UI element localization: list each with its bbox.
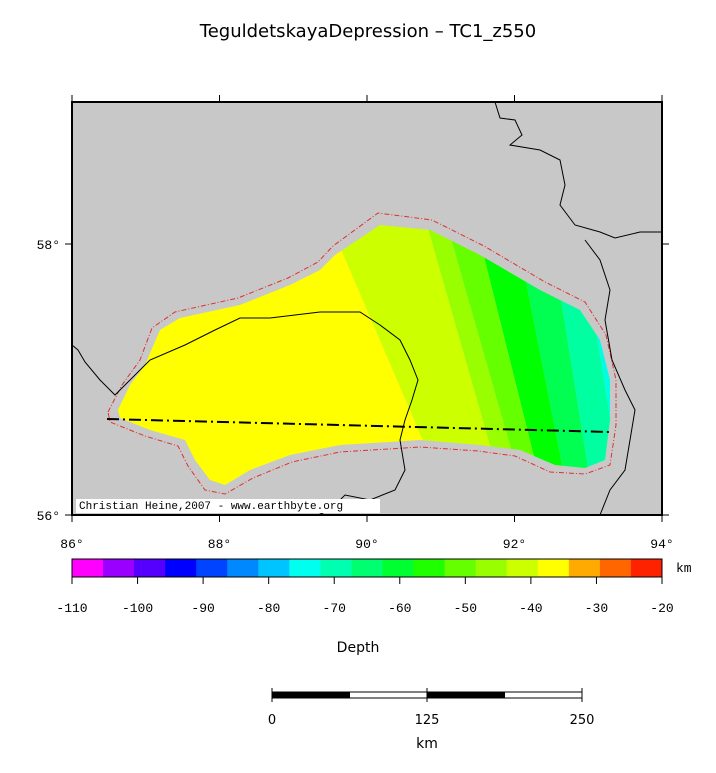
- colorbar-tick-label: -50: [454, 601, 477, 616]
- colorbar-segment: [72, 559, 104, 577]
- colorbar-segment: [537, 559, 570, 577]
- border-line: [71, 311, 419, 516]
- colorbar-segment: [258, 559, 290, 577]
- depth-band: [420, 225, 520, 480]
- colorbar-frame: [71, 558, 663, 578]
- colorbar-tick-label: -100: [122, 601, 153, 616]
- x-tick-label: 94°: [650, 537, 673, 552]
- colorbar-label: Depth: [337, 640, 380, 656]
- title: TeguldetskayaDepression – TC1_z550: [199, 21, 536, 42]
- profile-line: [106, 418, 611, 433]
- colorbar-segment: [289, 559, 321, 577]
- colorbar-segment: [320, 559, 352, 577]
- scalebar-unit: km: [416, 736, 438, 752]
- borders: [71, 101, 662, 516]
- colorbar-segment: [382, 559, 415, 577]
- scalebar-tick-label: 250: [570, 713, 595, 728]
- scalebar-segment: [349, 691, 428, 699]
- scalebar-tick-label: 0: [268, 713, 276, 728]
- x-tick-label: 88°: [208, 537, 231, 552]
- x-tick-label: 86°: [60, 537, 83, 552]
- scalebar-tick-label: 125: [415, 713, 440, 728]
- colorbar-segment: [506, 559, 539, 577]
- colorbar-tick-label: -60: [388, 601, 411, 616]
- colorbar-tick-label: -110: [56, 601, 87, 616]
- colorbar-segment: [227, 559, 259, 577]
- colorbar-tick-label: -40: [519, 601, 542, 616]
- colorbar-segment: [630, 559, 663, 577]
- credit: Christian Heine,2007 - www.earthbyte.org: [79, 501, 343, 513]
- y-tick-label: 56°: [37, 509, 60, 524]
- dynamic: 86° 88° 90° 92° 94° 56° 58° -110 -100 -90 -80 -70 -6…: [37, 95, 674, 728]
- scalebar-segment: [426, 691, 505, 699]
- colorbar-segment: [165, 559, 197, 577]
- colorbar-segment: [599, 559, 632, 577]
- scalebar-segment: [271, 691, 350, 699]
- x-tick-label: 92°: [503, 537, 526, 552]
- border-line: [494, 101, 662, 239]
- depth-band: [320, 225, 500, 480]
- colorbar-segment: [196, 559, 228, 577]
- colorbar-segment: [351, 559, 384, 577]
- colorbar-segment: [103, 559, 135, 577]
- colorbar-segment: [568, 559, 601, 577]
- colorbar-segment: [413, 559, 446, 577]
- colorbar-segment: [444, 559, 477, 577]
- x-tick-label: 90°: [355, 537, 378, 552]
- colorbar-tick-label: -30: [585, 601, 608, 616]
- colorbar-tick-label: -70: [323, 601, 346, 616]
- credit-box: [76, 499, 380, 513]
- colorbar-tick-label: -90: [191, 601, 214, 616]
- colorbar-tick-label: -80: [257, 601, 280, 616]
- depth-band: [440, 225, 540, 480]
- basin-outline: [107, 212, 617, 495]
- colorbar-segment: [134, 559, 166, 577]
- colorbar-tick-label: -20: [650, 601, 673, 616]
- depth-band: [470, 225, 565, 480]
- colorbar-segment: [475, 559, 508, 577]
- colorbar-unit: km: [676, 561, 692, 576]
- scalebar-segment: [504, 691, 583, 699]
- y-tick-label: 58°: [37, 238, 60, 253]
- border-line: [584, 239, 636, 516]
